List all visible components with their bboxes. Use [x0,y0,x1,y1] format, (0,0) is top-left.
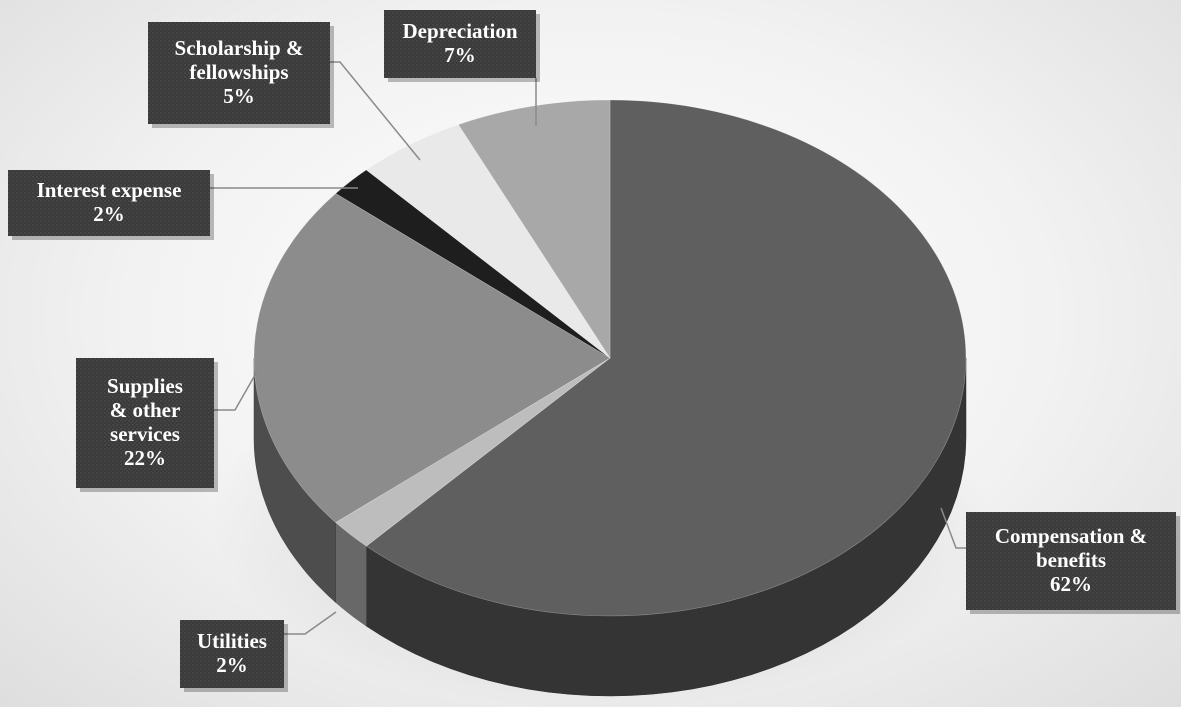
data-label-name: Interest expense [37,178,182,202]
pie-slice [335,169,611,359]
leader-lines [210,61,966,635]
data-label-box [148,22,330,124]
data-label-name: benefits [1036,548,1106,572]
data-label-box [8,170,210,236]
pie-slice [365,99,967,617]
pie-slice [365,124,611,359]
pie-slice [457,99,611,360]
data-label-name: Compensation & [995,524,1147,548]
data-label-box [76,358,214,488]
leader-line [284,611,337,635]
pie-slice [253,193,611,523]
leader-line [214,367,260,411]
data-label-name: Scholarship & [175,36,304,60]
data-label-percent: 5% [223,84,255,108]
data-label-percent: 7% [444,43,476,67]
pie-slice [335,357,611,547]
leader-line [330,61,421,161]
data-label-name: Utilities [197,629,267,653]
leader-line [940,507,966,549]
data-labels: Compensation &benefits62%Utilities2%Supp… [8,10,1180,692]
data-label-percent: 2% [216,653,248,677]
pie-tops [253,99,967,617]
data-label-percent: 22% [124,446,166,470]
data-label-name: fellowships [189,60,288,84]
data-label-name: Depreciation [402,19,517,43]
data-label-percent: 2% [93,202,125,226]
data-label-box [966,512,1176,610]
data-label-percent: 62% [1050,572,1092,596]
data-label-box [180,620,284,688]
data-label-box [384,10,536,78]
data-label-name: Supplies [107,374,183,398]
data-label-name: & other [110,398,181,422]
data-label-name: services [110,422,180,446]
